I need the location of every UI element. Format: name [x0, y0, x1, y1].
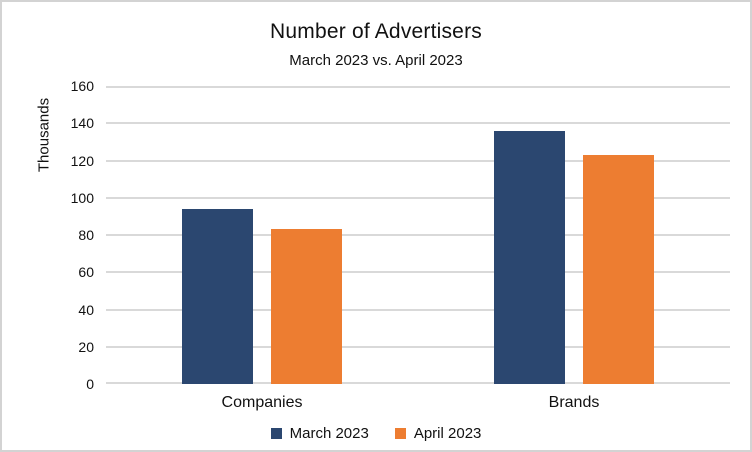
gridline — [106, 345, 730, 348]
bar-april-2023-brands — [583, 154, 654, 384]
y-tick-label: 160 — [70, 78, 94, 94]
legend-item-april-2023: April 2023 — [394, 425, 482, 442]
bar-march-2023-brands — [494, 130, 565, 384]
x-category-label-companies: Companies — [221, 394, 303, 411]
bar-april-2023-companies — [271, 229, 342, 384]
legend-item-march-2023: March 2023 — [270, 425, 369, 442]
legend-swatch — [394, 428, 406, 439]
gridline — [106, 308, 730, 311]
gridline — [106, 122, 730, 125]
x-category-label-brands: Brands — [548, 394, 600, 411]
legend-swatch — [270, 428, 282, 439]
gridline — [106, 159, 730, 162]
gridline — [106, 196, 730, 199]
y-tick-label: 0 — [86, 376, 94, 392]
chart-subtitle: March 2023 vs. April 2023 — [289, 52, 463, 69]
legend-label: March 2023 — [289, 425, 369, 442]
y-tick-label: 140 — [70, 115, 94, 132]
bar-march-2023-companies — [182, 208, 253, 384]
gridline — [106, 86, 730, 88]
y-tick-label: 80 — [78, 227, 94, 243]
y-tick-label: 20 — [78, 338, 94, 355]
gridline — [106, 382, 730, 384]
y-tick-label: 60 — [78, 264, 94, 281]
y-axis-ticks: 0 20 40 60 80 100 120 140 160 — [2, 78, 94, 392]
gridline — [106, 271, 730, 274]
y-tick-label: 100 — [70, 189, 94, 206]
legend: March 2023 April 2023 — [2, 425, 750, 442]
x-axis-labels: Companies Brands — [106, 394, 730, 414]
y-tick-label: 40 — [78, 301, 94, 318]
gridline — [106, 234, 730, 236]
plot-area — [106, 86, 730, 384]
y-tick-label: 120 — [70, 152, 94, 169]
legend-label: April 2023 — [413, 425, 482, 442]
chart-title: Number of Advertisers — [270, 20, 482, 43]
